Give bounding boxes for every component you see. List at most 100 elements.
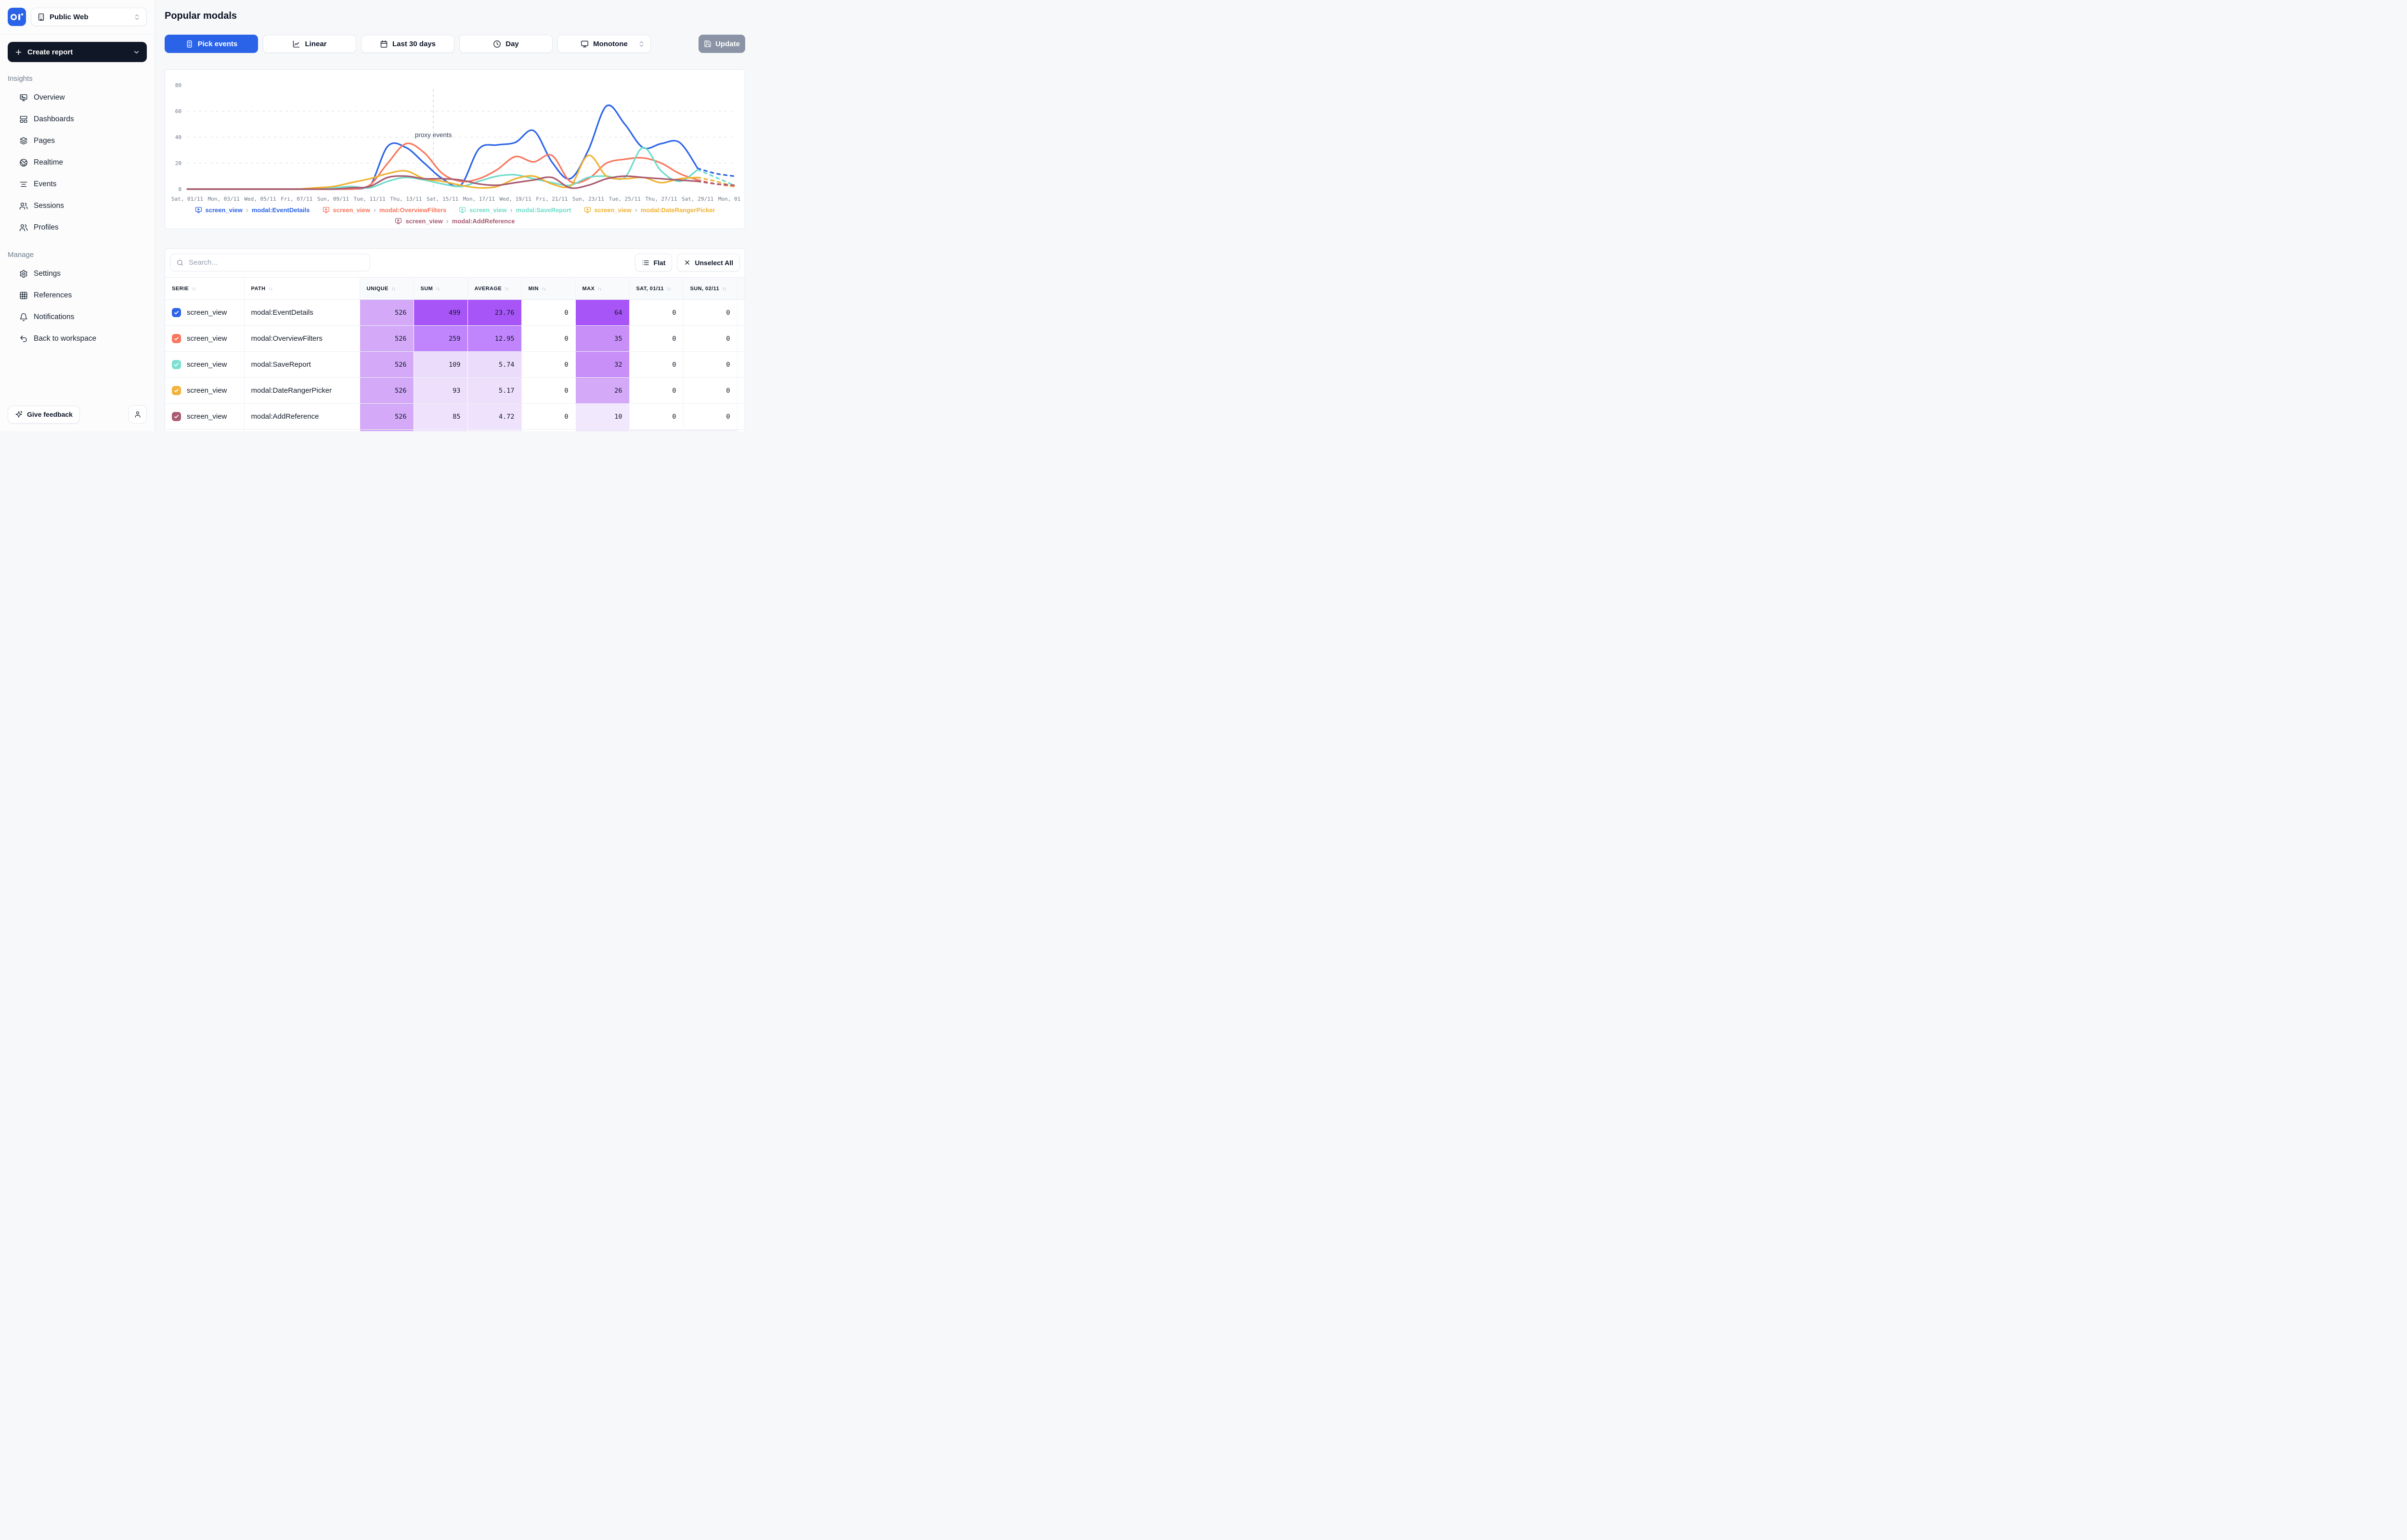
svg-text:Sun, 23/11: Sun, 23/11 (572, 196, 604, 202)
column-header-sum[interactable]: SUM↑↓ (414, 278, 467, 300)
column-header-unique[interactable]: UNIQUE↑↓ (360, 278, 414, 300)
min-cell: 0 (521, 404, 575, 430)
flat-toggle-button[interactable]: Flat (635, 254, 672, 271)
sidebar-item-dashboards[interactable]: Dashboards (8, 108, 147, 130)
events-line-chart[interactable]: 020406080Sat, 01/11Mon, 03/11Wed, 05/11F… (169, 74, 741, 205)
sidebar-item-settings[interactable]: Settings (8, 263, 147, 284)
app-logo[interactable] (8, 8, 26, 26)
svg-text:Mon, 17/11: Mon, 17/11 (463, 196, 495, 202)
interval-button[interactable]: Day (459, 35, 553, 53)
sun-cell: 0 (683, 326, 737, 352)
sun-cell: 0 (683, 300, 737, 326)
max-cell: 26 (575, 378, 629, 404)
column-header-average[interactable]: AVERAGE↑↓ (467, 278, 521, 300)
column-header-sun-0211[interactable]: SUN, 02/11↑↓ (683, 278, 737, 300)
building-icon (37, 13, 45, 21)
legend-path: modal:OverviewFilters (379, 206, 446, 214)
legend-item-eventdetails[interactable]: screen_view › modal:EventDetails (195, 206, 310, 214)
sidebar-item-notifications[interactable]: Notifications (8, 306, 147, 328)
partial-cell (737, 378, 745, 404)
svg-text:20: 20 (175, 160, 181, 167)
logo-dot (21, 13, 23, 15)
sparkles-icon (15, 411, 23, 418)
max-cell: 35 (575, 326, 629, 352)
sidebar-item-label: Profiles (34, 223, 59, 232)
update-button[interactable]: Update (699, 35, 745, 53)
sort-icon: ↑↓ (505, 286, 508, 292)
give-feedback-label: Give feedback (27, 411, 73, 418)
flat-label: Flat (653, 259, 665, 267)
plus-icon (14, 48, 23, 56)
svg-text:Tue, 25/11: Tue, 25/11 (609, 196, 641, 202)
table-header-row: SERIE↑↓ PATH↑↓ UNIQUE↑↓ SUM↑↓ AVERAGE↑↓ … (165, 278, 745, 300)
sort-icon: ↑↓ (391, 286, 395, 292)
sidebar-item-back-to-workspace[interactable]: Back to workspace (8, 328, 147, 349)
sidebar-item-sessions[interactable]: Sessions (8, 195, 147, 217)
column-header-serie[interactable]: SERIE↑↓ (165, 278, 244, 300)
workspace-select[interactable]: Public Web (31, 8, 147, 26)
row-checkbox[interactable] (172, 386, 181, 395)
average-cell: 23.76 (467, 300, 521, 326)
give-feedback-button[interactable]: Give feedback (8, 406, 80, 424)
search-input[interactable] (189, 258, 364, 267)
sidebar-item-overview[interactable]: Overview (8, 87, 147, 108)
sidebar-item-pages[interactable]: Pages (8, 130, 147, 152)
events-table: SERIE↑↓ PATH↑↓ UNIQUE↑↓ SUM↑↓ AVERAGE↑↓ … (165, 277, 745, 431)
max-cell: 10 (575, 404, 629, 430)
svg-text:Fri, 07/11: Fri, 07/11 (281, 196, 312, 202)
min-cell: 0 (521, 300, 575, 326)
legend-separator: › (374, 206, 376, 214)
sidebar-item-events[interactable]: Events (8, 173, 147, 195)
user-menu-button[interactable] (129, 405, 147, 424)
line-chart-icon (292, 40, 300, 48)
date-range-button[interactable]: Last 30 days (361, 35, 454, 53)
monitor-play-icon (584, 206, 591, 214)
sidebar-item-profiles[interactable]: Profiles (8, 217, 147, 238)
pick-events-button[interactable]: Pick events (165, 35, 258, 53)
table-row: screen_view modal:EventDetails 526 499 2… (165, 300, 745, 326)
row-checkbox[interactable] (172, 308, 181, 317)
table-toolbar: Flat Unselect All (165, 254, 745, 271)
row-checkbox[interactable] (172, 334, 181, 343)
column-header-sat-0111[interactable]: SAT, 01/11↑↓ (629, 278, 683, 300)
svg-text:Sat, 29/11: Sat, 29/11 (682, 196, 713, 202)
partial-cell (737, 326, 745, 352)
legend-event: screen_view (595, 206, 632, 214)
list-icon (642, 259, 649, 267)
sum-cell: 259 (414, 326, 467, 352)
column-header-min[interactable]: MIN↑↓ (521, 278, 575, 300)
legend-item-savereport[interactable]: screen_view › modal:SaveReport (459, 206, 571, 214)
sidebar-item-realtime[interactable]: Realtime (8, 152, 147, 173)
chevrons-up-down-icon (133, 13, 141, 21)
path-cell: modal:OverviewFilters (244, 326, 360, 352)
legend-path: modal:SaveReport (516, 206, 571, 214)
table-row: screen_view modal:SaveReport 526 109 5.7… (165, 352, 745, 378)
partial-cell (737, 404, 745, 430)
chart-type-button[interactable]: Linear (263, 35, 356, 53)
row-checkbox[interactable] (172, 360, 181, 369)
user-icon (134, 411, 142, 418)
sat-cell: 0 (629, 300, 683, 326)
unselect-all-button[interactable]: Unselect All (677, 254, 740, 271)
sidebar-item-label: Back to workspace (34, 334, 96, 343)
line-style-select[interactable]: Monotone (557, 35, 651, 53)
legend-item-addreference[interactable]: screen_view › modal:AddReference (395, 217, 515, 225)
legend-item-overviewfilters[interactable]: screen_view › modal:OverviewFilters (323, 206, 447, 214)
sun-cell: 0 (683, 378, 737, 404)
workspace-name: Public Web (50, 13, 129, 21)
legend-event: screen_view (405, 218, 442, 225)
max-cell: 32 (575, 352, 629, 378)
create-report-button[interactable]: Create report (8, 42, 147, 62)
legend-item-daterangerpicker[interactable]: screen_view › modal:DateRangerPicker (584, 206, 715, 214)
logo-bar (18, 14, 20, 20)
row-checkbox[interactable] (172, 412, 181, 421)
sun-cell: 0 (683, 404, 737, 430)
svg-text:80: 80 (175, 82, 181, 89)
sat-cell: 0 (629, 326, 683, 352)
legend-separator: › (246, 206, 248, 214)
path-cell: modal:AddReference (244, 404, 360, 430)
svg-text:Wed, 05/11: Wed, 05/11 (244, 196, 276, 202)
column-header-path[interactable]: PATH↑↓ (244, 278, 360, 300)
sidebar-item-references[interactable]: References (8, 284, 147, 306)
column-header-max[interactable]: MAX↑↓ (575, 278, 629, 300)
